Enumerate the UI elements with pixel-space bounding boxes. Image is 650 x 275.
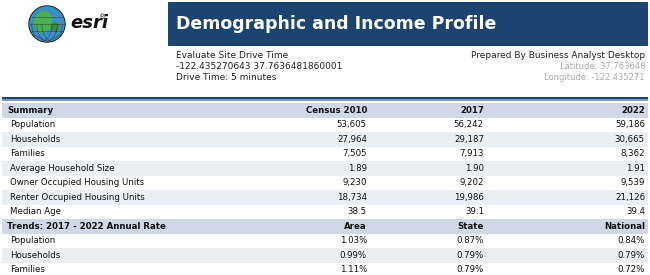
Bar <box>2 103 648 117</box>
Text: Area: Area <box>344 222 367 231</box>
Text: 0.79%: 0.79% <box>457 251 484 260</box>
Bar <box>2 97 648 99</box>
Text: 0.72%: 0.72% <box>618 265 645 274</box>
Text: Population: Population <box>10 236 55 245</box>
Text: 1.90: 1.90 <box>465 164 484 173</box>
Text: Population: Population <box>10 120 55 129</box>
Text: 9,539: 9,539 <box>621 178 645 187</box>
Bar <box>2 2 168 46</box>
Text: Longitude: -122.435271: Longitude: -122.435271 <box>545 73 645 82</box>
Text: 39.4: 39.4 <box>626 207 645 216</box>
Bar <box>2 99 648 100</box>
Text: Owner Occupied Housing Units: Owner Occupied Housing Units <box>10 178 144 187</box>
Text: 9,230: 9,230 <box>343 178 367 187</box>
Text: 19,986: 19,986 <box>454 193 484 202</box>
Text: Families: Families <box>10 265 45 274</box>
Text: Census 2010: Census 2010 <box>306 106 367 115</box>
Text: 7,505: 7,505 <box>343 149 367 158</box>
Bar <box>2 132 648 147</box>
Text: 1.91: 1.91 <box>626 164 645 173</box>
Text: 21,126: 21,126 <box>615 193 645 202</box>
Text: Drive Time: 5 minutes: Drive Time: 5 minutes <box>176 73 276 82</box>
Text: Trends: 2017 - 2022 Annual Rate: Trends: 2017 - 2022 Annual Rate <box>7 222 166 231</box>
Bar <box>2 190 648 205</box>
Bar <box>2 219 648 233</box>
Text: 56,242: 56,242 <box>454 120 484 129</box>
Text: Families: Families <box>10 149 45 158</box>
Ellipse shape <box>34 11 52 33</box>
Text: 1.11%: 1.11% <box>339 265 367 274</box>
Bar <box>2 161 648 175</box>
Text: 0.84%: 0.84% <box>618 236 645 245</box>
Text: Evaluate Site Drive Time: Evaluate Site Drive Time <box>176 51 288 60</box>
Bar <box>2 117 648 132</box>
Bar <box>2 233 648 248</box>
Text: 1.89: 1.89 <box>348 164 367 173</box>
Bar <box>2 248 648 263</box>
Circle shape <box>29 6 65 42</box>
Text: 59,186: 59,186 <box>615 120 645 129</box>
Text: 38.5: 38.5 <box>348 207 367 216</box>
Text: esri: esri <box>70 14 108 32</box>
Text: 29,187: 29,187 <box>454 135 484 144</box>
Text: 30,665: 30,665 <box>615 135 645 144</box>
Bar <box>2 205 648 219</box>
Text: Median Age: Median Age <box>10 207 61 216</box>
Text: Summary: Summary <box>7 106 53 115</box>
Text: 0.99%: 0.99% <box>340 251 367 260</box>
Text: Households: Households <box>10 135 60 144</box>
Text: 9,202: 9,202 <box>460 178 484 187</box>
Text: 0.79%: 0.79% <box>618 251 645 260</box>
Ellipse shape <box>51 22 60 32</box>
Bar <box>168 2 648 46</box>
Text: Latitude: 37.763648: Latitude: 37.763648 <box>560 62 645 71</box>
Text: 2017: 2017 <box>460 106 484 115</box>
Text: ®: ® <box>99 14 106 20</box>
Text: National: National <box>604 222 645 231</box>
Text: 1.03%: 1.03% <box>339 236 367 245</box>
Bar <box>2 175 648 190</box>
Text: 0.87%: 0.87% <box>456 236 484 245</box>
Text: 0.79%: 0.79% <box>457 265 484 274</box>
Bar <box>2 147 648 161</box>
Text: Renter Occupied Housing Units: Renter Occupied Housing Units <box>10 193 145 202</box>
Text: Average Household Size: Average Household Size <box>10 164 114 173</box>
Text: -122.435270643 37.7636481860001: -122.435270643 37.7636481860001 <box>176 62 343 71</box>
Text: 8,362: 8,362 <box>620 149 645 158</box>
Circle shape <box>30 7 64 41</box>
Text: 27,964: 27,964 <box>337 135 367 144</box>
Text: 39.1: 39.1 <box>465 207 484 216</box>
Text: 18,734: 18,734 <box>337 193 367 202</box>
Bar <box>2 263 648 275</box>
Text: Prepared By Business Analyst Desktop: Prepared By Business Analyst Desktop <box>471 51 645 60</box>
Text: Households: Households <box>10 251 60 260</box>
Text: State: State <box>458 222 484 231</box>
Text: 7,913: 7,913 <box>460 149 484 158</box>
Text: 53,605: 53,605 <box>337 120 367 129</box>
Text: 2022: 2022 <box>621 106 645 115</box>
Text: Demographic and Income Profile: Demographic and Income Profile <box>176 15 497 33</box>
